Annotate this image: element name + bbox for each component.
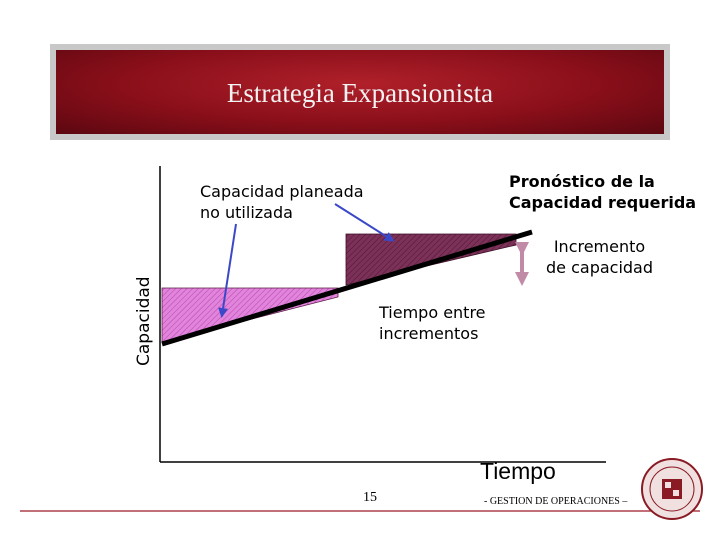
- label-unused-capacity: Capacidad planeada no utilizada: [200, 181, 364, 223]
- unused-capacity-step-high: [345, 233, 517, 286]
- label-forecast: Pronóstico de la Capacidad requerida: [509, 171, 696, 213]
- y-axis-label: Capacidad: [134, 276, 154, 366]
- university-seal-icon: [641, 458, 703, 520]
- label-time-between: Tiempo entre incrementos: [379, 302, 486, 344]
- title-banner: [56, 50, 664, 134]
- label-increment-line1: Incremento: [553, 237, 646, 256]
- label-time-between-line2: incrementos: [379, 324, 479, 343]
- page-number: 15: [363, 490, 377, 505]
- label-forecast-line2: Capacidad requerida: [509, 193, 697, 212]
- x-axis-label: Tiempo: [480, 458, 556, 484]
- footer-course: - GESTION DE OPERACIONES –: [484, 496, 628, 507]
- label-increment-line2: de capacidad: [546, 258, 654, 277]
- label-unused-line2: no utilizada: [200, 203, 293, 222]
- label-time-between-line1: Tiempo entre: [379, 303, 486, 322]
- label-forecast-line1: Pronóstico de la: [509, 172, 655, 191]
- label-unused-line1: Capacidad planeada: [200, 182, 364, 201]
- slide-title: Estrategia Expansionista: [226, 78, 494, 108]
- pointer-arrow-unused-low: [218, 223, 237, 318]
- forecast-line: [161, 229, 533, 347]
- pointer-arrow-unused: [334, 203, 395, 242]
- label-increment: Incremento de capacidad: [546, 236, 653, 278]
